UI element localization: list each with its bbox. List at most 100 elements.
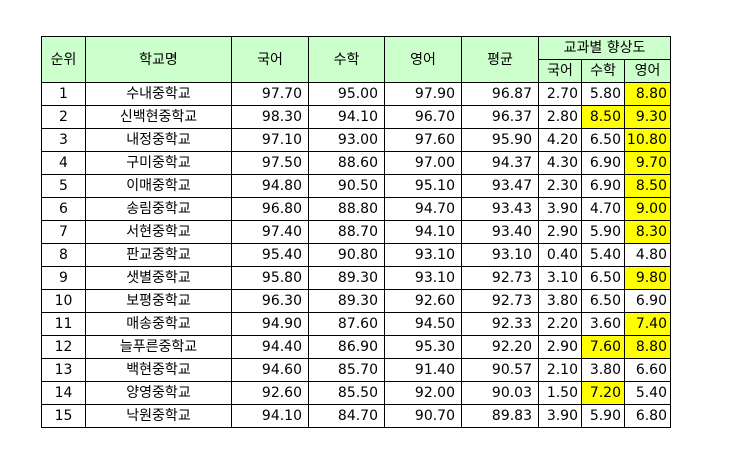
cell-math: 95.00 (308, 82, 385, 106)
cell-rank: 7 (41, 220, 86, 244)
cell-improvement-korean: 3.90 (538, 404, 582, 428)
cell-improvement-english: 5.40 (624, 381, 671, 405)
cell-improvement-korean: 4.20 (538, 128, 582, 152)
table-body: 1 수내중학교 97.70 95.00 97.90 96.87 2.70 5.80 8.80 2 신… (41, 82, 671, 428)
cell-improvement-math: 6.50 (581, 289, 625, 313)
cell-korean: 95.40 (231, 243, 309, 267)
header-math: 수학 (308, 36, 385, 83)
cell-improvement-korean: 3.80 (538, 289, 582, 313)
cell-improvement-math: 6.90 (581, 151, 625, 175)
cell-korean: 94.90 (231, 312, 309, 336)
cell-average: 92.73 (461, 266, 539, 290)
cell-math: 94.10 (308, 105, 385, 129)
cell-improvement-korean: 2.30 (538, 174, 582, 198)
cell-english: 94.10 (384, 220, 462, 244)
cell-english: 92.00 (384, 381, 462, 405)
table-row: 3 내정중학교 97.10 93.00 97.60 95.90 4.20 6.50 10.80 (41, 128, 671, 152)
cell-english: 96.70 (384, 105, 462, 129)
cell-school-name: 매송중학교 (85, 312, 232, 336)
cell-rank: 8 (41, 243, 86, 267)
cell-korean: 97.70 (231, 82, 309, 106)
cell-english: 97.90 (384, 82, 462, 106)
table-row: 1 수내중학교 97.70 95.00 97.90 96.87 2.70 5.80 8.80 (41, 82, 671, 106)
cell-average: 90.57 (461, 358, 539, 382)
cell-improvement-english: 6.90 (624, 289, 671, 313)
cell-average: 92.33 (461, 312, 539, 336)
table-row: 8 판교중학교 95.40 90.80 93.10 93.10 0.40 5.40 4.80 (41, 243, 671, 267)
cell-korean: 94.40 (231, 335, 309, 359)
cell-school-name: 수내중학교 (85, 82, 232, 106)
table-row: 13 백현중학교 94.60 85.70 91.40 90.57 2.10 3.80 6.60 (41, 358, 671, 382)
cell-school-name: 보평중학교 (85, 289, 232, 313)
table-row: 11 매송중학교 94.90 87.60 94.50 92.33 2.20 3.60 7.40 (41, 312, 671, 336)
table-row: 9 샛별중학교 95.80 89.30 93.10 92.73 3.10 6.50 9.80 (41, 266, 671, 290)
header-korean: 국어 (231, 36, 309, 83)
cell-math: 89.30 (308, 266, 385, 290)
cell-math: 93.00 (308, 128, 385, 152)
cell-rank: 3 (41, 128, 86, 152)
cell-improvement-english: 6.60 (624, 358, 671, 382)
cell-school-name: 서현중학교 (85, 220, 232, 244)
cell-korean: 92.60 (231, 381, 309, 405)
cell-average: 96.87 (461, 82, 539, 106)
cell-math: 90.50 (308, 174, 385, 198)
cell-korean: 97.10 (231, 128, 309, 152)
cell-improvement-korean: 3.90 (538, 197, 582, 221)
cell-average: 93.47 (461, 174, 539, 198)
table-row: 5 이매중학교 94.80 90.50 95.10 93.47 2.30 6.90 8.50 (41, 174, 671, 198)
cell-improvement-english: 10.80 (624, 128, 671, 152)
cell-korean: 95.80 (231, 266, 309, 290)
cell-improvement-korean: 2.90 (538, 335, 582, 359)
cell-school-name: 구미중학교 (85, 151, 232, 175)
cell-math: 89.30 (308, 289, 385, 313)
cell-average: 96.37 (461, 105, 539, 129)
cell-average: 93.40 (461, 220, 539, 244)
cell-average: 92.20 (461, 335, 539, 359)
cell-improvement-korean: 2.90 (538, 220, 582, 244)
cell-school-name: 양영중학교 (85, 381, 232, 405)
cell-rank: 14 (41, 381, 86, 405)
cell-average: 89.83 (461, 404, 539, 428)
cell-improvement-english: 8.50 (624, 174, 671, 198)
cell-math: 87.60 (308, 312, 385, 336)
cell-improvement-korean: 1.50 (538, 381, 582, 405)
cell-average: 93.43 (461, 197, 539, 221)
cell-rank: 2 (41, 105, 86, 129)
cell-english: 95.30 (384, 335, 462, 359)
cell-improvement-korean: 3.10 (538, 266, 582, 290)
cell-average: 93.10 (461, 243, 539, 267)
cell-english: 93.10 (384, 243, 462, 267)
cell-rank: 4 (41, 151, 86, 175)
table-row: 6 송림중학교 96.80 88.80 94.70 93.43 3.90 4.70 9.00 (41, 197, 671, 221)
header-school-name: 학교명 (85, 36, 232, 83)
cell-improvement-math: 6.50 (581, 128, 625, 152)
cell-improvement-math: 6.50 (581, 266, 625, 290)
cell-math: 86.90 (308, 335, 385, 359)
cell-english: 93.10 (384, 266, 462, 290)
cell-english: 92.60 (384, 289, 462, 313)
cell-improvement-math: 5.90 (581, 404, 625, 428)
header-row-top: 순위 학교명 국어 수학 영어 평균 교과별 향상도 (41, 36, 671, 83)
table-row: 14 양영중학교 92.60 85.50 92.00 90.03 1.50 7.20 5.40 (41, 381, 671, 405)
cell-improvement-math: 3.80 (581, 358, 625, 382)
cell-math: 88.70 (308, 220, 385, 244)
cell-improvement-korean: 2.10 (538, 358, 582, 382)
cell-improvement-english: 6.80 (624, 404, 671, 428)
cell-korean: 96.30 (231, 289, 309, 313)
cell-korean: 94.60 (231, 358, 309, 382)
cell-rank: 9 (41, 266, 86, 290)
cell-korean: 98.30 (231, 105, 309, 129)
cell-improvement-math: 7.60 (581, 335, 625, 359)
header-english: 영어 (384, 36, 462, 83)
cell-english: 91.40 (384, 358, 462, 382)
cell-improvement-math: 5.80 (581, 82, 625, 106)
cell-school-name: 백현중학교 (85, 358, 232, 382)
table-row: 15 낙원중학교 94.10 84.70 90.70 89.83 3.90 5.90 6.80 (41, 404, 671, 428)
cell-math: 90.80 (308, 243, 385, 267)
cell-math: 85.70 (308, 358, 385, 382)
cell-math: 84.70 (308, 404, 385, 428)
table-row: 7 서현중학교 97.40 88.70 94.10 93.40 2.90 5.90 8.30 (41, 220, 671, 244)
cell-improvement-english: 7.40 (624, 312, 671, 336)
cell-improvement-english: 9.80 (624, 266, 671, 290)
cell-school-name: 낙원중학교 (85, 404, 232, 428)
